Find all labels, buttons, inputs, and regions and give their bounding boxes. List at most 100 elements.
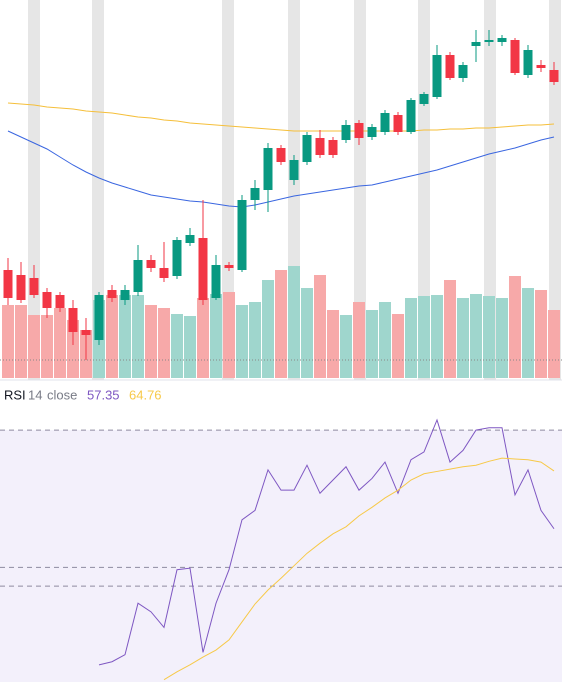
volume-layer [2, 266, 560, 378]
candle-body [263, 148, 273, 190]
rsi-line [98, 418, 555, 666]
candle-body [315, 138, 325, 155]
volume-bar [535, 290, 547, 378]
rsi-line [163, 457, 555, 681]
volume-bar [366, 310, 378, 378]
candle-body [16, 275, 26, 300]
candle-body [484, 40, 494, 42]
candle-body [172, 240, 182, 276]
rsi-ma-value: 64.76 [129, 387, 162, 402]
volume-bar [223, 292, 235, 378]
candle-body [68, 308, 78, 332]
candle-body [510, 40, 520, 73]
candle-body [341, 125, 351, 140]
rsi-length: 14 [28, 387, 42, 402]
rsi-value: 57.35 [87, 387, 120, 402]
rsi-source: close [47, 387, 77, 402]
candle-body [471, 42, 481, 46]
volume-bar [145, 305, 157, 378]
candle-body [42, 292, 52, 308]
volume-bar [431, 295, 443, 378]
volume-bar [106, 295, 118, 378]
volume-bar [54, 308, 66, 378]
session-band [549, 0, 561, 380]
volume-bar [405, 298, 417, 378]
candle-body [367, 127, 377, 137]
candle-body [549, 70, 559, 82]
candle-body [159, 268, 169, 278]
candle-body [211, 265, 221, 298]
volume-bar [483, 296, 495, 378]
volume-bar [470, 294, 482, 378]
moving-average [7, 130, 555, 208]
volume-bar [522, 288, 534, 378]
candle-body [302, 135, 312, 162]
candle-body [432, 55, 442, 97]
candle-body [133, 260, 143, 292]
candle-body [289, 160, 299, 180]
candle-body [29, 278, 39, 295]
volume-bar [353, 302, 365, 378]
rsi-layer [0, 429, 562, 682]
candle-body [458, 65, 468, 78]
candle-body [3, 270, 13, 298]
volume-bar [2, 305, 14, 378]
volume-bar [496, 298, 508, 378]
candle-body [354, 123, 364, 138]
session-band [222, 0, 234, 380]
volume-bar [15, 305, 27, 378]
volume-bar [119, 295, 131, 378]
candle-body [406, 100, 416, 132]
volume-bar [444, 280, 456, 378]
candle-body [81, 330, 91, 335]
volume-bar [158, 308, 170, 378]
volume-bar [184, 316, 196, 378]
volume-bar [249, 302, 261, 378]
candle-body [276, 148, 286, 162]
volume-bar [379, 302, 391, 378]
candle-body [393, 115, 403, 132]
session-band [354, 0, 366, 380]
candle-body [94, 295, 104, 340]
candle-body [419, 94, 429, 104]
candle-body [328, 140, 338, 155]
rsi-band [0, 430, 562, 682]
candle-body [250, 188, 260, 200]
volume-bar [327, 310, 339, 378]
session-bands [28, 0, 561, 380]
candle-body [185, 235, 195, 243]
volume-bar [28, 315, 40, 378]
candle-body [523, 50, 533, 75]
volume-bar [197, 298, 209, 378]
volume-bar [301, 288, 313, 378]
candle-body [55, 295, 65, 308]
volume-bar [509, 276, 521, 378]
volume-bar [67, 320, 79, 378]
volume-bar [171, 314, 183, 378]
candle-body [237, 200, 247, 270]
candle-body [536, 65, 546, 68]
candle-body [445, 55, 455, 78]
candle-body [146, 260, 156, 268]
volume-bar [262, 280, 274, 378]
volume-bar [210, 294, 222, 378]
moving-average [7, 102, 555, 132]
candle-body [198, 238, 208, 300]
candle-body [107, 290, 117, 298]
volume-bar [41, 315, 53, 378]
candle-body [497, 38, 507, 42]
candle-body [120, 290, 130, 300]
volume-bar [457, 298, 469, 378]
candle-body [224, 265, 234, 268]
volume-bar [548, 310, 560, 378]
rsi-title: RSI [4, 387, 26, 402]
candle-body [380, 113, 390, 132]
volume-bar [392, 314, 404, 378]
volume-bar [418, 296, 430, 378]
session-band [92, 0, 104, 380]
volume-bar [275, 270, 287, 378]
volume-bar [340, 315, 352, 378]
volume-bar [236, 305, 248, 378]
volume-bar [132, 295, 144, 378]
